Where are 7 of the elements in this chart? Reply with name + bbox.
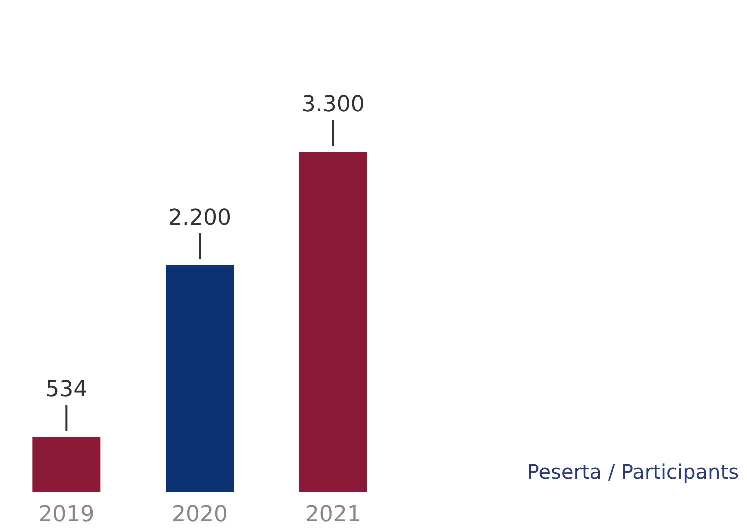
x-tick-label: 2020 xyxy=(172,502,228,528)
data-label: 3.300 xyxy=(302,92,365,118)
x-tick-label: 2021 xyxy=(305,502,362,528)
text: Peserta / Participants xyxy=(527,460,740,484)
data-label: 534 xyxy=(46,377,88,402)
data-label: 2.200 xyxy=(168,206,232,231)
x-tick-label: 2019 xyxy=(38,502,95,528)
